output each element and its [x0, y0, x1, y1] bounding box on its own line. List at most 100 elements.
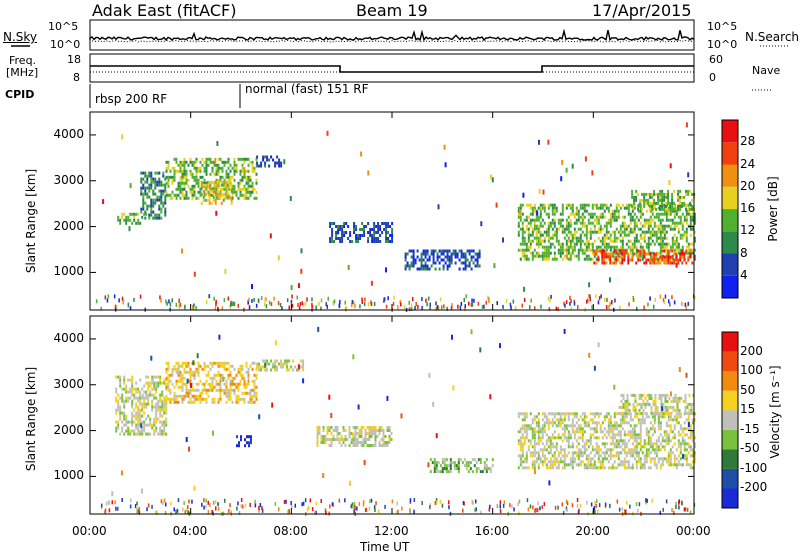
- y-tick-label: 4000: [53, 126, 84, 141]
- echo-cell: [607, 412, 610, 416]
- echo-cell: [241, 157, 244, 161]
- echo-cell: [617, 203, 620, 207]
- echo-cell: [539, 242, 542, 246]
- power-heatmap: [95, 122, 696, 312]
- echo-cell: [654, 408, 657, 412]
- echo-cell: [189, 172, 192, 176]
- echo-cell: [386, 441, 389, 444]
- echo-cell: [629, 203, 632, 207]
- echo-cell: [217, 163, 220, 167]
- ground-echo-cell: [175, 302, 178, 307]
- echo-cell: [575, 463, 578, 467]
- echo-cell: [244, 444, 246, 448]
- echo-cell: [589, 436, 592, 440]
- ground-echo-cell: [291, 303, 294, 308]
- echo-cell: [635, 195, 638, 199]
- echo-cell: [177, 169, 180, 173]
- colorbar-swatch: [722, 253, 738, 276]
- echo-cell: [210, 189, 213, 193]
- echo-cell: [659, 248, 662, 252]
- echo-cell: [155, 420, 158, 424]
- ground-echo-cell: [597, 509, 599, 514]
- echo-cell: [645, 427, 648, 431]
- echo-cell: [605, 221, 608, 225]
- echo-cell: [185, 361, 188, 365]
- echo-cell: [250, 441, 252, 445]
- echo-cell: [567, 224, 570, 228]
- ground-echo-cell: [694, 295, 696, 300]
- echo-cell: [649, 442, 652, 446]
- echo-cell: [565, 227, 568, 231]
- ground-echo-cell: [473, 298, 475, 303]
- echo-cell: [364, 435, 367, 438]
- echo-cell: [121, 396, 124, 400]
- echo-cell: [551, 236, 554, 240]
- ground-echo-cell: [412, 297, 414, 302]
- echo-cell: [521, 242, 524, 246]
- echo-cell: [653, 233, 656, 237]
- echo-cell: [125, 423, 128, 427]
- echo-cell: [223, 367, 226, 371]
- echo-cell: [240, 438, 242, 442]
- echo-cell: [533, 454, 536, 458]
- echo-cell: [605, 252, 608, 256]
- echo-cell: [137, 420, 140, 424]
- echo-cell: [181, 178, 184, 182]
- echo-cell: [661, 249, 664, 253]
- echo-cell: [203, 364, 206, 368]
- echo-cell: [561, 460, 564, 464]
- echo-cell: [483, 467, 486, 471]
- echo-cell: [541, 433, 544, 437]
- echo-cell: [215, 190, 218, 194]
- echo-cell: [545, 212, 548, 216]
- echo-cell: [352, 426, 355, 429]
- echo-cell: [517, 415, 520, 419]
- ground-echo-cell: [499, 504, 501, 509]
- velocity-panel-frame: [89, 315, 695, 515]
- echo-cell: [191, 382, 194, 386]
- nsky-panel-frame: [89, 19, 695, 51]
- ground-echo-cell: [214, 499, 217, 504]
- echo-cell: [667, 415, 670, 419]
- echo-cell: [639, 245, 642, 249]
- echo-cell: [179, 190, 182, 194]
- isolated-echo-cell: [218, 334, 221, 340]
- echo-cell: [115, 396, 118, 400]
- echo-cell: [609, 457, 612, 461]
- isolated-echo-cell: [181, 248, 183, 254]
- echo-cell: [195, 172, 198, 176]
- ground-echo-cell: [678, 500, 680, 505]
- echo-cell: [375, 240, 378, 243]
- echo-cell: [601, 212, 604, 216]
- echo-cell: [391, 237, 394, 240]
- isolated-echo-cell: [193, 485, 196, 491]
- echo-cell: [665, 460, 668, 464]
- echo-cell: [631, 448, 634, 452]
- echo-cell: [567, 442, 570, 446]
- echo-cell: [412, 249, 415, 253]
- echo-cell: [195, 367, 198, 371]
- echo-cell: [629, 433, 632, 437]
- echo-cell: [335, 234, 338, 237]
- echo-cell: [316, 435, 319, 438]
- echo-cell: [357, 237, 360, 240]
- echo-cell: [331, 228, 334, 231]
- echo-cell: [189, 391, 192, 395]
- ground-echo-cell: [671, 508, 673, 513]
- echo-cell: [359, 228, 362, 231]
- echo-cell: [167, 397, 170, 401]
- echo-cell: [619, 224, 622, 228]
- echo-cell: [135, 402, 138, 406]
- echo-cell: [340, 444, 343, 447]
- echo-cell: [645, 192, 648, 196]
- echo-cell: [581, 218, 584, 222]
- ground-echo-cell: [364, 297, 366, 302]
- isolated-echo-cell: [687, 422, 690, 427]
- echo-cell: [436, 258, 439, 262]
- echo-cell: [237, 157, 240, 161]
- echo-cell: [605, 415, 608, 419]
- echo-cell: [420, 267, 423, 271]
- echo-cell: [164, 186, 167, 190]
- echo-cell: [426, 264, 429, 268]
- echo-cell: [457, 461, 460, 465]
